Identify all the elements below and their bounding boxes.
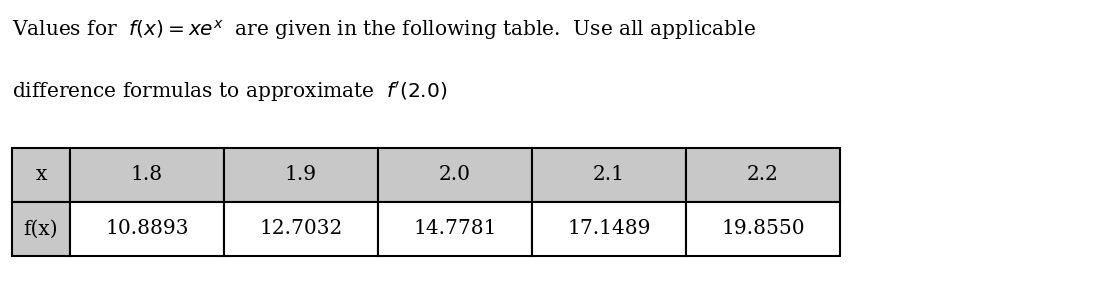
Bar bbox=[224, 148, 378, 202]
Text: 2.1: 2.1 bbox=[593, 166, 625, 185]
Bar bbox=[378, 202, 532, 256]
Bar bbox=[378, 148, 532, 202]
Text: difference formulas to approximate  $f'(2.0)$: difference formulas to approximate $f'(2… bbox=[12, 80, 448, 104]
Bar bbox=[224, 202, 378, 256]
Bar bbox=[532, 148, 686, 202]
Bar bbox=[70, 202, 224, 256]
Bar bbox=[12, 202, 70, 256]
Text: 10.8893: 10.8893 bbox=[105, 219, 189, 238]
Text: 17.1489: 17.1489 bbox=[567, 219, 651, 238]
Bar bbox=[12, 148, 70, 202]
Text: 1.9: 1.9 bbox=[285, 166, 317, 185]
Text: Values for  $f(x)=xe^x$  are given in the following table.  Use all applicable: Values for $f(x)=xe^x$ are given in the … bbox=[12, 18, 756, 42]
Text: x: x bbox=[35, 166, 46, 185]
Text: 14.7781: 14.7781 bbox=[413, 219, 497, 238]
Text: 1.8: 1.8 bbox=[130, 166, 164, 185]
Text: f(x): f(x) bbox=[23, 219, 59, 238]
Text: 2.2: 2.2 bbox=[747, 166, 779, 185]
Bar bbox=[532, 202, 686, 256]
Bar bbox=[686, 148, 840, 202]
Bar bbox=[70, 148, 224, 202]
Text: 12.7032: 12.7032 bbox=[260, 219, 343, 238]
Bar bbox=[686, 202, 840, 256]
Text: 19.8550: 19.8550 bbox=[722, 219, 804, 238]
Text: 2.0: 2.0 bbox=[439, 166, 471, 185]
